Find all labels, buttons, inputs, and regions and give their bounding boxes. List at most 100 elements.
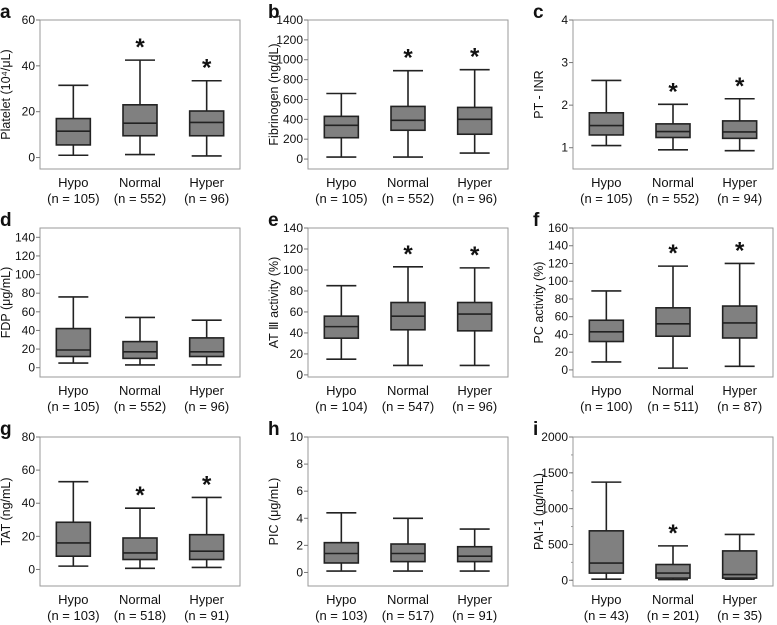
panel-letter: f bbox=[533, 210, 540, 231]
y-tick-label: 100 bbox=[283, 263, 303, 277]
n-label: (n = 103) bbox=[315, 608, 367, 623]
n-label: (n = 103) bbox=[47, 608, 99, 623]
category-label: Hyper bbox=[457, 592, 492, 607]
y-tick-label: 0 bbox=[561, 573, 568, 587]
box-hyper: * bbox=[721, 73, 758, 152]
y-tick-label: 40 bbox=[22, 323, 36, 337]
box-hypo bbox=[323, 284, 360, 360]
n-label: (n = 43) bbox=[584, 608, 629, 623]
plot-frame bbox=[39, 19, 241, 170]
iqr-box bbox=[721, 550, 758, 579]
plot-frame bbox=[39, 436, 241, 587]
iqr-box bbox=[323, 115, 360, 139]
category-label: Hypo bbox=[58, 383, 88, 398]
plot-frame bbox=[572, 227, 774, 378]
y-tick-label: 1 bbox=[561, 141, 568, 155]
iqr-box bbox=[390, 105, 426, 132]
n-label: (n = 96) bbox=[452, 191, 497, 206]
box-hyper bbox=[456, 528, 493, 572]
significance-star: * bbox=[470, 44, 480, 71]
significance-star: * bbox=[135, 482, 145, 509]
category-label: Hyper bbox=[189, 175, 224, 190]
n-label: (n = 552) bbox=[114, 399, 166, 414]
y-tick-label: 80 bbox=[22, 286, 36, 300]
y-tick-label: 0 bbox=[561, 363, 568, 377]
significance-star: * bbox=[668, 520, 678, 547]
iqr-box bbox=[456, 301, 493, 332]
n-label: (n = 94) bbox=[717, 191, 762, 206]
panel-g: g 0 20 40 60 80 TAT (ng/mL) Hypo(n = 103) * Norma… bbox=[0, 419, 241, 623]
category-label: Hyper bbox=[722, 383, 757, 398]
box-normal: * bbox=[655, 78, 691, 151]
n-label: (n = 87) bbox=[717, 399, 762, 414]
box-normal: * bbox=[122, 482, 158, 570]
box-normal bbox=[122, 316, 158, 366]
category-label: Hypo bbox=[326, 383, 356, 398]
y-tick-label: 120 bbox=[548, 256, 568, 270]
box-hyper: * bbox=[456, 242, 493, 367]
box-normal: * bbox=[655, 240, 691, 369]
y-tick-label: 6 bbox=[296, 484, 303, 498]
plot-frame bbox=[307, 436, 509, 587]
y-tick-label: 60 bbox=[22, 13, 36, 27]
n-label: (n = 547) bbox=[382, 399, 434, 414]
category-label: Hyper bbox=[722, 592, 757, 607]
y-tick-label: 1500 bbox=[541, 466, 568, 480]
y-tick-label: 60 bbox=[555, 310, 569, 324]
y-tick-label: 120 bbox=[15, 249, 35, 263]
y-tick-label: 120 bbox=[283, 242, 303, 256]
n-label: (n = 96) bbox=[184, 399, 229, 414]
panel-b: b 0 200 400 600 800 1000 1200 1400 Fibrinogen (ng… bbox=[267, 2, 509, 206]
significance-star: * bbox=[735, 237, 745, 264]
box-hypo bbox=[55, 480, 92, 567]
n-label: (n = 552) bbox=[114, 191, 166, 206]
y-axis-label: PC activity (%) bbox=[532, 262, 546, 344]
y-tick-label: 0 bbox=[28, 361, 35, 375]
iqr-box bbox=[588, 319, 625, 343]
iqr-box bbox=[721, 120, 758, 140]
category-label: Hyper bbox=[189, 383, 224, 398]
y-tick-label: 60 bbox=[22, 305, 36, 319]
y-tick-label: 20 bbox=[290, 347, 304, 361]
category-label: Normal bbox=[119, 383, 161, 398]
n-label: (n = 105) bbox=[580, 191, 632, 206]
plot-frame bbox=[572, 19, 774, 170]
y-axis-label: PIC (μg/mL) bbox=[267, 478, 281, 546]
iqr-box bbox=[655, 123, 691, 139]
category-label: Hypo bbox=[58, 592, 88, 607]
iqr-box bbox=[655, 563, 691, 579]
panel-letter: c bbox=[533, 2, 544, 23]
y-tick-label: 1400 bbox=[276, 13, 303, 27]
category-label: Normal bbox=[652, 383, 694, 398]
y-tick-label: 80 bbox=[555, 292, 569, 306]
panel-letter: h bbox=[268, 419, 280, 440]
y-tick-label: 400 bbox=[283, 112, 303, 126]
significance-star: * bbox=[202, 471, 212, 498]
n-label: (n = 35) bbox=[717, 608, 762, 623]
y-tick-label: 4 bbox=[561, 13, 568, 27]
y-tick-label: 0 bbox=[296, 152, 303, 166]
n-label: (n = 552) bbox=[647, 191, 699, 206]
y-axis-label: Platelet (10⁴/μL) bbox=[0, 49, 13, 139]
significance-star: * bbox=[202, 55, 212, 82]
y-axis-label: Fibrinogen (ng/dL) bbox=[267, 43, 281, 145]
box-normal: * bbox=[390, 241, 426, 367]
category-label: Hypo bbox=[326, 175, 356, 190]
y-tick-label: 8 bbox=[296, 457, 303, 471]
significance-star: * bbox=[668, 78, 678, 105]
y-tick-label: 40 bbox=[22, 496, 36, 510]
y-tick-label: 1000 bbox=[276, 53, 303, 67]
panel-e: e 0 20 40 60 80 100 120 140 AT Ⅲ activity (%) Hypo… bbox=[267, 210, 509, 414]
n-label: (n = 96) bbox=[452, 399, 497, 414]
iqr-box bbox=[588, 112, 625, 136]
panel-letter: d bbox=[0, 210, 12, 231]
y-tick-label: 0 bbox=[296, 368, 303, 382]
category-label: Normal bbox=[119, 592, 161, 607]
box-hypo bbox=[588, 481, 625, 580]
iqr-box bbox=[456, 545, 493, 563]
y-tick-label: 140 bbox=[15, 230, 35, 244]
panel-letter: i bbox=[533, 419, 538, 440]
box-hyper bbox=[188, 319, 225, 366]
panel-c: c 1 2 3 4 PT - INR Hypo(n = 105) * Normal(n = 55… bbox=[532, 2, 774, 206]
significance-star: * bbox=[135, 34, 145, 61]
